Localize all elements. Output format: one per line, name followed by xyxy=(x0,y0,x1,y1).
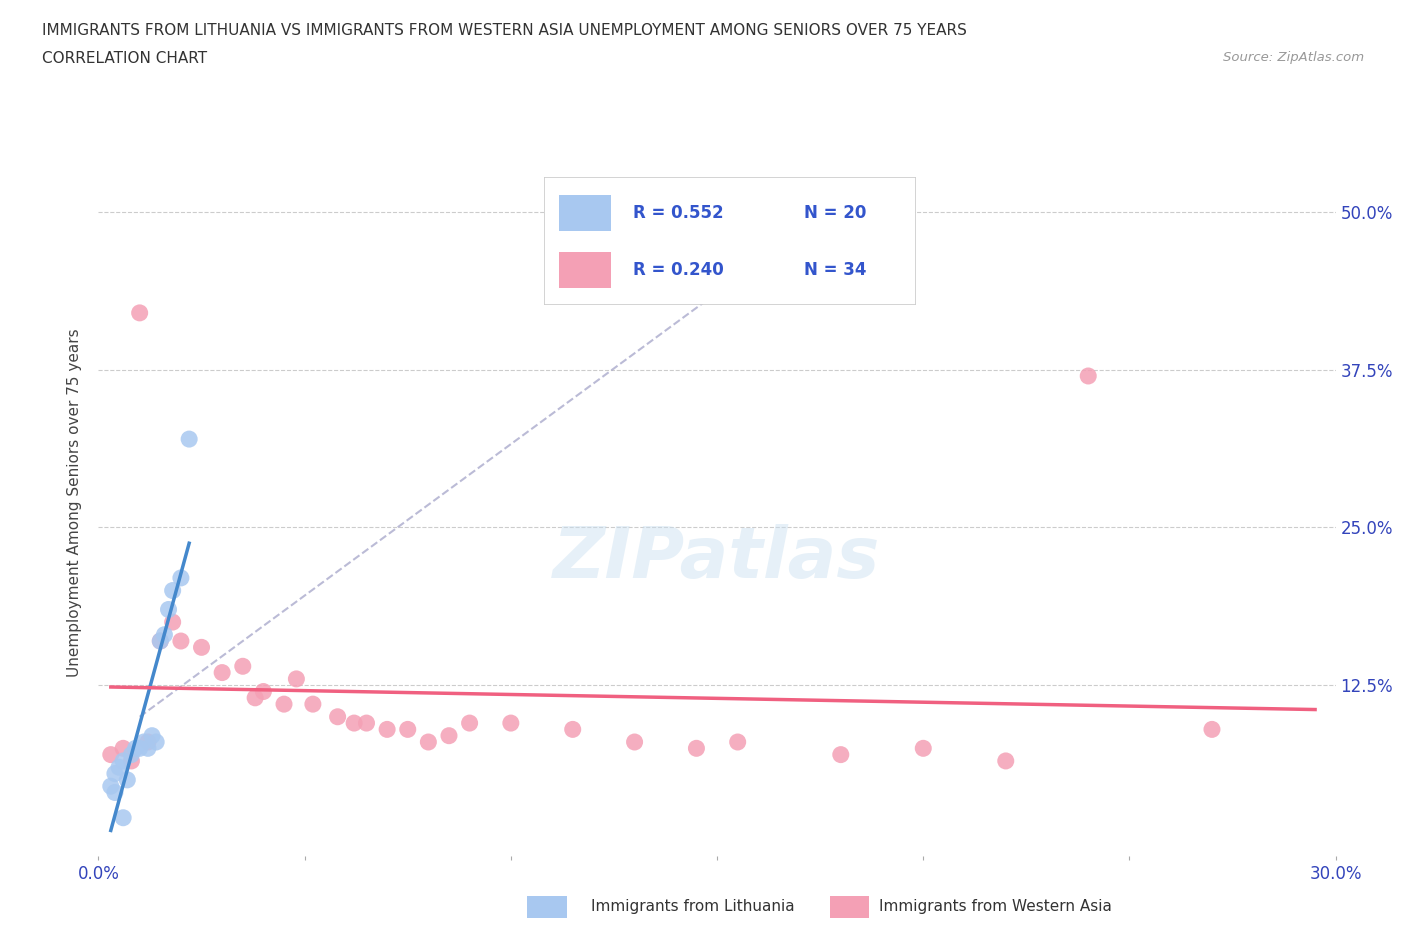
Point xyxy=(112,741,135,756)
Point xyxy=(149,633,172,648)
Point xyxy=(120,747,142,762)
Text: Immigrants from Western Asia: Immigrants from Western Asia xyxy=(879,899,1112,914)
Point xyxy=(162,615,184,630)
Point xyxy=(136,741,159,756)
Point xyxy=(128,741,150,756)
Point xyxy=(132,735,155,750)
Point xyxy=(170,570,193,585)
Point xyxy=(112,753,135,768)
Text: ZIPatlas: ZIPatlas xyxy=(554,525,880,593)
Point xyxy=(343,716,366,731)
Point xyxy=(112,810,135,825)
Point xyxy=(396,722,419,737)
Point xyxy=(100,747,122,762)
Point xyxy=(912,741,935,756)
Point xyxy=(124,741,146,756)
Point xyxy=(326,710,349,724)
Y-axis label: Unemployment Among Seniors over 75 years: Unemployment Among Seniors over 75 years xyxy=(67,328,83,676)
Point xyxy=(162,583,184,598)
Point xyxy=(104,766,127,781)
Point xyxy=(243,690,266,705)
Point xyxy=(375,722,398,737)
Point xyxy=(273,697,295,711)
Point xyxy=(190,640,212,655)
Point xyxy=(561,722,583,737)
Point xyxy=(994,753,1017,768)
Point xyxy=(211,665,233,680)
Point xyxy=(149,633,172,648)
Point xyxy=(437,728,460,743)
Text: CORRELATION CHART: CORRELATION CHART xyxy=(42,51,207,66)
Point xyxy=(157,602,180,617)
Point xyxy=(120,753,142,768)
Point xyxy=(1077,368,1099,383)
Text: Immigrants from Lithuania: Immigrants from Lithuania xyxy=(591,899,794,914)
Point xyxy=(727,735,749,750)
Point xyxy=(136,735,159,750)
Text: Source: ZipAtlas.com: Source: ZipAtlas.com xyxy=(1223,51,1364,64)
Point xyxy=(285,671,308,686)
Text: IMMIGRANTS FROM LITHUANIA VS IMMIGRANTS FROM WESTERN ASIA UNEMPLOYMENT AMONG SEN: IMMIGRANTS FROM LITHUANIA VS IMMIGRANTS … xyxy=(42,23,967,38)
Point xyxy=(117,773,139,788)
Point xyxy=(1201,722,1223,737)
Point xyxy=(141,728,163,743)
Point xyxy=(458,716,481,731)
Point xyxy=(499,716,522,731)
Point xyxy=(145,735,167,750)
Point xyxy=(108,760,131,775)
Point xyxy=(153,628,176,643)
Point xyxy=(302,697,325,711)
Point xyxy=(170,633,193,648)
Point xyxy=(100,778,122,793)
Point xyxy=(830,747,852,762)
Point xyxy=(128,305,150,320)
Point xyxy=(356,716,378,731)
Point xyxy=(232,658,254,673)
Point xyxy=(685,741,707,756)
Point xyxy=(104,785,127,800)
Point xyxy=(623,735,645,750)
Point xyxy=(179,432,201,446)
Point xyxy=(252,684,274,699)
Point xyxy=(418,735,440,750)
